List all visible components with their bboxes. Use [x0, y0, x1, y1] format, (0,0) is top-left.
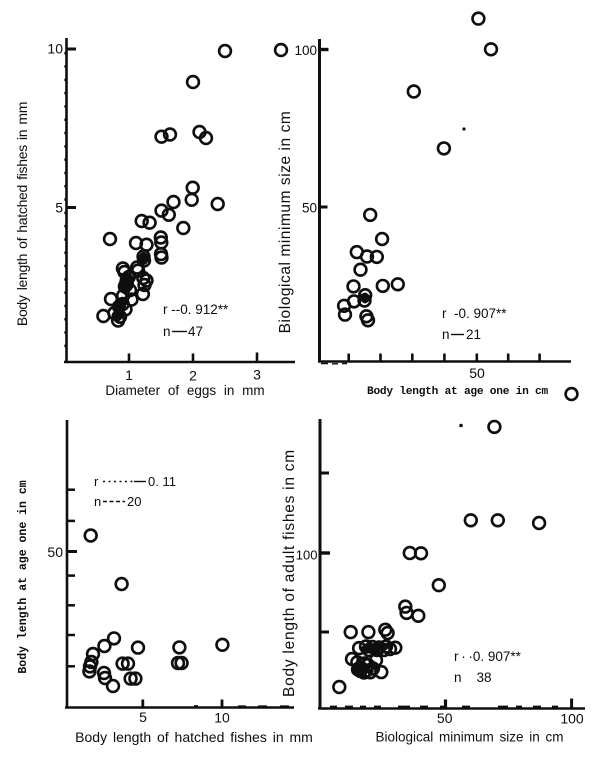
svg-text:50: 50 [437, 710, 453, 726]
svg-text:n: n [442, 327, 450, 342]
svg-text:2: 2 [189, 368, 197, 384]
svg-text:Diameter of eggs in mm: Diameter of eggs in mm [105, 383, 264, 398]
svg-text:Biological minimum size in cm: Biological minimum size in cm [375, 730, 563, 745]
svg-text:50: 50 [469, 365, 485, 381]
svg-text:10: 10 [47, 41, 63, 57]
svg-text:50: 50 [302, 201, 317, 216]
svg-text:100: 100 [294, 43, 317, 58]
svg-text:10: 10 [214, 710, 230, 726]
svg-text:n: n [163, 324, 171, 339]
svg-text:3: 3 [253, 367, 261, 383]
svg-text:n 38: n 38 [454, 670, 492, 685]
svg-text:Body length of adult fishes in: Body length of adult fishes in cm [281, 449, 298, 697]
svg-text:Body length of hatched fishes: Body length of hatched fishes in mm [14, 102, 30, 326]
svg-text:n: n [94, 494, 101, 509]
svg-text:Body length of hatched fishes: Body length of hatched fishes in mm [75, 729, 313, 745]
svg-text:100: 100 [296, 548, 318, 563]
svg-text:100: 100 [560, 711, 584, 727]
svg-text:5: 5 [55, 200, 63, 216]
svg-text:47: 47 [188, 324, 203, 339]
svg-text:Body length at age one in cm: Body length at age one in cm [367, 386, 549, 398]
svg-text:r: r [94, 474, 99, 489]
svg-text:r -0. 907**: r -0. 907** [442, 306, 507, 321]
svg-text:r · ·0. 907**: r · ·0. 907** [454, 649, 522, 664]
svg-text:5: 5 [139, 709, 147, 725]
svg-text:1: 1 [125, 367, 133, 383]
svg-text:r --0. 912**: r --0. 912** [163, 302, 229, 317]
svg-text:20: 20 [127, 494, 141, 509]
svg-text:Body length at age one in cm: Body length at age one in cm [17, 480, 30, 673]
svg-text:Biological minimum size in cm: Biological minimum size in cm [277, 111, 294, 334]
svg-text:21: 21 [466, 327, 481, 342]
svg-text:50: 50 [47, 544, 63, 560]
svg-text:0. 11: 0. 11 [148, 474, 176, 489]
